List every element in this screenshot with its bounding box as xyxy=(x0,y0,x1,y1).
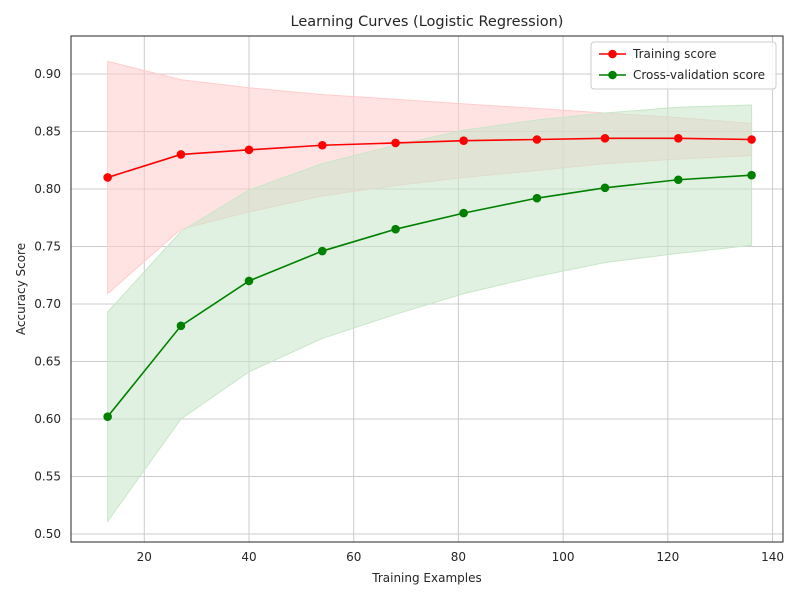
legend: Training score Cross-validation score xyxy=(590,41,777,90)
x-tick-label: 140 xyxy=(761,550,784,564)
x-tick-label: 20 xyxy=(137,550,152,564)
point-series-0 xyxy=(459,136,468,145)
y-tick-label: 0.90 xyxy=(34,67,61,81)
x-tick-label: 40 xyxy=(241,550,256,564)
y-tick-label: 0.80 xyxy=(34,182,61,196)
point-series-0 xyxy=(747,135,756,144)
chart-title: Learning Curves (Logistic Regression) xyxy=(291,14,564,30)
y-tick-label: 0.70 xyxy=(34,297,61,311)
x-axis-title: Training Examples xyxy=(371,571,481,585)
point-series-0 xyxy=(244,145,254,155)
point-series-0 xyxy=(176,150,186,159)
point-series-1 xyxy=(600,183,610,193)
point-series-0 xyxy=(532,135,542,144)
y-tick-label: 0.60 xyxy=(34,412,61,426)
y-tick-label: 0.85 xyxy=(34,124,61,138)
series-lines xyxy=(107,137,752,418)
point-series-1 xyxy=(459,208,468,218)
plot-frame xyxy=(70,35,784,543)
legend-box xyxy=(590,41,777,90)
point-series-1 xyxy=(673,175,683,185)
legend-label-0: Training score xyxy=(632,47,716,61)
point-series-0 xyxy=(317,140,327,150)
confidence-bands xyxy=(107,60,753,523)
point-series-1 xyxy=(317,246,327,256)
y-tick-label: 0.55 xyxy=(34,469,61,483)
legend-marker-1 xyxy=(608,70,617,80)
point-series-1 xyxy=(747,170,756,180)
line-series-1 xyxy=(107,174,752,418)
series-points xyxy=(103,134,756,421)
x-tick-label: 100 xyxy=(552,550,575,564)
y-axis-title: Accuracy Score xyxy=(14,243,28,335)
point-series-1 xyxy=(244,276,254,286)
point-series-0 xyxy=(391,138,400,148)
band-series-1 xyxy=(107,104,753,523)
point-series-1 xyxy=(176,321,186,331)
x-tick-label: 60 xyxy=(346,550,361,564)
point-series-0 xyxy=(673,134,683,143)
tick-labels: 20 40 60 80 100 120 140 0.50 0.55 0.60 0.65 0.70 0.7… xyxy=(34,67,784,564)
legend-label-1: Cross-validation score xyxy=(633,68,765,82)
point-series-1 xyxy=(391,224,400,234)
x-tick-label: 120 xyxy=(656,550,679,564)
y-tick-label: 0.50 xyxy=(34,527,61,541)
y-tick-label: 0.65 xyxy=(34,354,61,368)
point-series-0 xyxy=(103,173,112,182)
point-series-1 xyxy=(103,412,112,421)
point-series-1 xyxy=(532,193,542,203)
line-series-0 xyxy=(107,137,752,179)
x-tick-label: 80 xyxy=(451,550,466,564)
legend-marker-0 xyxy=(608,49,617,59)
y-tick-label: 0.75 xyxy=(34,239,61,253)
point-series-0 xyxy=(600,134,610,143)
